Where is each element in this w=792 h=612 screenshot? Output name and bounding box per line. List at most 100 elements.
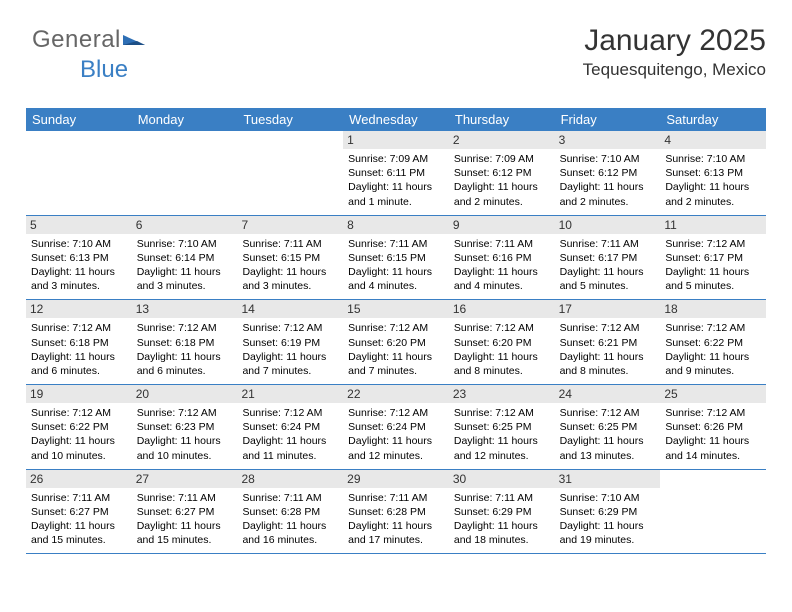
day-number: 29: [343, 470, 449, 488]
sunset-text: Sunset: 6:13 PM: [31, 251, 127, 265]
day-cell: 21Sunrise: 7:12 AMSunset: 6:24 PMDayligh…: [237, 385, 343, 469]
day-cell: 30Sunrise: 7:11 AMSunset: 6:29 PMDayligh…: [449, 470, 555, 554]
sunrise-text: Sunrise: 7:11 AM: [454, 491, 550, 505]
sunrise-text: Sunrise: 7:11 AM: [560, 237, 656, 251]
day-cell: 1Sunrise: 7:09 AMSunset: 6:11 PMDaylight…: [343, 131, 449, 215]
daylight-text: Daylight: 11 hours and 17 minutes.: [348, 519, 444, 547]
logo: General Blue: [32, 26, 145, 84]
day-number: 4: [660, 131, 766, 149]
day-number: 14: [237, 300, 343, 318]
sunrise-text: Sunrise: 7:11 AM: [242, 237, 338, 251]
page-header: January 2025 Tequesquitengo, Mexico: [583, 24, 766, 80]
day-number: 30: [449, 470, 555, 488]
day-number: 3: [555, 131, 661, 149]
day-cell: 20Sunrise: 7:12 AMSunset: 6:23 PMDayligh…: [132, 385, 238, 469]
day-number: 15: [343, 300, 449, 318]
sunset-text: Sunset: 6:12 PM: [454, 166, 550, 180]
week-row: 26Sunrise: 7:11 AMSunset: 6:27 PMDayligh…: [26, 470, 766, 555]
sunset-text: Sunset: 6:13 PM: [665, 166, 761, 180]
day-header: Monday: [132, 108, 238, 131]
sunrise-text: Sunrise: 7:12 AM: [348, 321, 444, 335]
week-row: 1Sunrise: 7:09 AMSunset: 6:11 PMDaylight…: [26, 131, 766, 216]
day-header: Thursday: [449, 108, 555, 131]
day-number: 27: [132, 470, 238, 488]
daylight-text: Daylight: 11 hours and 4 minutes.: [348, 265, 444, 293]
day-cell: [132, 131, 238, 215]
day-number: 16: [449, 300, 555, 318]
sunrise-text: Sunrise: 7:12 AM: [665, 321, 761, 335]
day-cell: 25Sunrise: 7:12 AMSunset: 6:26 PMDayligh…: [660, 385, 766, 469]
sunrise-text: Sunrise: 7:12 AM: [348, 406, 444, 420]
daylight-text: Daylight: 11 hours and 10 minutes.: [31, 434, 127, 462]
daylight-text: Daylight: 11 hours and 16 minutes.: [242, 519, 338, 547]
sunset-text: Sunset: 6:27 PM: [137, 505, 233, 519]
sunrise-text: Sunrise: 7:12 AM: [242, 321, 338, 335]
sunrise-text: Sunrise: 7:12 AM: [560, 406, 656, 420]
week-row: 5Sunrise: 7:10 AMSunset: 6:13 PMDaylight…: [26, 216, 766, 301]
sunrise-text: Sunrise: 7:12 AM: [454, 406, 550, 420]
week-row: 19Sunrise: 7:12 AMSunset: 6:22 PMDayligh…: [26, 385, 766, 470]
day-number: 8: [343, 216, 449, 234]
day-cell: 7Sunrise: 7:11 AMSunset: 6:15 PMDaylight…: [237, 216, 343, 300]
day-number: 20: [132, 385, 238, 403]
day-number: 9: [449, 216, 555, 234]
sunset-text: Sunset: 6:23 PM: [137, 420, 233, 434]
daylight-text: Daylight: 11 hours and 15 minutes.: [31, 519, 127, 547]
day-cell: 12Sunrise: 7:12 AMSunset: 6:18 PMDayligh…: [26, 300, 132, 384]
day-number: 11: [660, 216, 766, 234]
sunrise-text: Sunrise: 7:10 AM: [31, 237, 127, 251]
sunrise-text: Sunrise: 7:11 AM: [242, 491, 338, 505]
day-cell: 8Sunrise: 7:11 AMSunset: 6:15 PMDaylight…: [343, 216, 449, 300]
daylight-text: Daylight: 11 hours and 3 minutes.: [31, 265, 127, 293]
sunset-text: Sunset: 6:25 PM: [560, 420, 656, 434]
sunset-text: Sunset: 6:28 PM: [242, 505, 338, 519]
daylight-text: Daylight: 11 hours and 15 minutes.: [137, 519, 233, 547]
daylight-text: Daylight: 11 hours and 2 minutes.: [560, 180, 656, 208]
sunset-text: Sunset: 6:21 PM: [560, 336, 656, 350]
sunrise-text: Sunrise: 7:12 AM: [560, 321, 656, 335]
logo-text-1: General: [32, 26, 121, 53]
day-number: 26: [26, 470, 132, 488]
daylight-text: Daylight: 11 hours and 6 minutes.: [31, 350, 127, 378]
sunset-text: Sunset: 6:18 PM: [137, 336, 233, 350]
sunset-text: Sunset: 6:11 PM: [348, 166, 444, 180]
sunrise-text: Sunrise: 7:12 AM: [31, 321, 127, 335]
day-cell: 23Sunrise: 7:12 AMSunset: 6:25 PMDayligh…: [449, 385, 555, 469]
day-cell: [26, 131, 132, 215]
day-cell: 13Sunrise: 7:12 AMSunset: 6:18 PMDayligh…: [132, 300, 238, 384]
sunset-text: Sunset: 6:29 PM: [560, 505, 656, 519]
logo-triangle-icon: [123, 28, 145, 56]
daylight-text: Daylight: 11 hours and 10 minutes.: [137, 434, 233, 462]
day-cell: [660, 470, 766, 554]
sunrise-text: Sunrise: 7:12 AM: [665, 237, 761, 251]
day-cell: 26Sunrise: 7:11 AMSunset: 6:27 PMDayligh…: [26, 470, 132, 554]
day-number: 19: [26, 385, 132, 403]
sunrise-text: Sunrise: 7:09 AM: [454, 152, 550, 166]
daylight-text: Daylight: 11 hours and 5 minutes.: [560, 265, 656, 293]
sunset-text: Sunset: 6:26 PM: [665, 420, 761, 434]
month-title: January 2025: [583, 24, 766, 58]
day-cell: 27 Sunrise: 7:11 AMSunset: 6:27 PMDayligh…: [132, 470, 238, 554]
sunrise-text: Sunrise: 7:11 AM: [137, 491, 233, 505]
daylight-text: Daylight: 11 hours and 9 minutes.: [665, 350, 761, 378]
day-header-row: Sunday Monday Tuesday Wednesday Thursday…: [26, 108, 766, 131]
daylight-text: Daylight: 11 hours and 7 minutes.: [242, 350, 338, 378]
sunset-text: Sunset: 6:20 PM: [348, 336, 444, 350]
daylight-text: Daylight: 11 hours and 19 minutes.: [560, 519, 656, 547]
sunset-text: Sunset: 6:16 PM: [454, 251, 550, 265]
daylight-text: Daylight: 11 hours and 11 minutes.: [242, 434, 338, 462]
day-number: 22: [343, 385, 449, 403]
day-cell: 4Sunrise: 7:10 AMSunset: 6:13 PMDaylight…: [660, 131, 766, 215]
day-number: 17: [555, 300, 661, 318]
day-cell: 31Sunrise: 7:10 AMSunset: 6:29 PMDayligh…: [555, 470, 661, 554]
daylight-text: Daylight: 11 hours and 1 minute.: [348, 180, 444, 208]
sunset-text: Sunset: 6:17 PM: [560, 251, 656, 265]
sunrise-text: Sunrise: 7:09 AM: [348, 152, 444, 166]
sunrise-text: Sunrise: 7:10 AM: [665, 152, 761, 166]
day-cell: 9Sunrise: 7:11 AMSunset: 6:16 PMDaylight…: [449, 216, 555, 300]
sunset-text: Sunset: 6:20 PM: [454, 336, 550, 350]
day-cell: 6Sunrise: 7:10 AMSunset: 6:14 PMDaylight…: [132, 216, 238, 300]
sunset-text: Sunset: 6:12 PM: [560, 166, 656, 180]
sunrise-text: Sunrise: 7:12 AM: [242, 406, 338, 420]
day-cell: 2Sunrise: 7:09 AMSunset: 6:12 PMDaylight…: [449, 131, 555, 215]
